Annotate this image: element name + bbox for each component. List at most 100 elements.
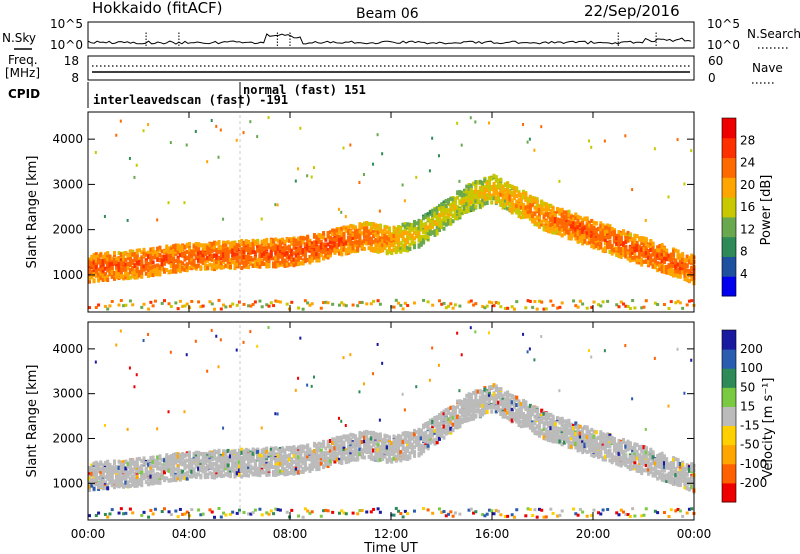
power-cell [506, 190, 510, 195]
power-cell [649, 245, 653, 250]
power-cell [474, 193, 478, 198]
power-cell [619, 300, 623, 304]
power-cell [303, 251, 307, 256]
power-cell [660, 259, 664, 264]
power-cell [119, 267, 123, 272]
power-cell [540, 207, 544, 212]
power-cell [551, 211, 555, 216]
power-cell [362, 172, 365, 176]
power-cell [585, 241, 589, 246]
power-cell [594, 243, 598, 248]
power-cell [467, 185, 471, 190]
power-cell [153, 272, 157, 277]
power-cell [681, 306, 685, 310]
velocity-cell [156, 475, 160, 480]
velocity-cell [151, 459, 155, 464]
power-cell [231, 245, 235, 250]
power-cell [672, 268, 676, 273]
power-cell [644, 299, 648, 303]
power-cell [222, 265, 226, 270]
power-cell [231, 241, 235, 246]
velocity-cell [122, 469, 126, 474]
power-cell [451, 200, 455, 205]
power-cell [278, 300, 282, 304]
velocity-cell [94, 473, 98, 478]
velocity-cell [215, 450, 219, 455]
power-cell [444, 306, 448, 310]
power-cell [297, 261, 301, 266]
power-cell [665, 252, 669, 257]
power-cell [553, 230, 557, 235]
power-cell [206, 255, 210, 260]
power-cell [444, 218, 448, 223]
velocity-cell [135, 459, 139, 464]
power-cell [606, 299, 610, 303]
power-cell [517, 214, 521, 219]
power-cell [117, 264, 121, 269]
velocity-cell [126, 484, 130, 489]
power-cell [547, 225, 551, 230]
velocity-cell [144, 461, 148, 466]
power-cell [458, 189, 462, 194]
power-cell [206, 160, 209, 164]
power-cell [410, 223, 414, 228]
power-cell [462, 192, 466, 197]
power-cell [272, 245, 276, 250]
power-cell [578, 222, 582, 227]
velocity-cell [197, 472, 201, 477]
power-cell [365, 302, 369, 306]
power-cell [672, 263, 676, 268]
power-cell [356, 239, 360, 244]
power-cell [222, 243, 226, 248]
power-cell [501, 196, 505, 201]
power-cell [326, 255, 330, 260]
power-cell [494, 300, 498, 304]
velocity-cell [156, 471, 160, 476]
power-cell [494, 199, 498, 204]
power-cell [144, 271, 148, 276]
power-cell [126, 253, 130, 258]
power-cell [497, 301, 501, 305]
power-cell [131, 274, 135, 279]
power-cell [122, 268, 126, 273]
power-cell [624, 247, 628, 252]
power-cell [88, 276, 91, 281]
power-cell [228, 258, 232, 263]
power-cell [374, 229, 378, 234]
power-cell [681, 263, 685, 268]
power-cell [262, 251, 266, 256]
power-cell [469, 193, 473, 198]
power-cell [378, 249, 382, 254]
power-cell [537, 215, 541, 220]
power-cell [306, 242, 310, 247]
power-cell [515, 208, 519, 213]
power-cell [581, 302, 585, 306]
velocity-cell [194, 463, 198, 468]
velocity-cell [106, 515, 110, 519]
power-cell [599, 221, 603, 226]
velocity-cell [185, 353, 188, 357]
power-cell [181, 265, 185, 270]
power-cell [547, 228, 551, 233]
power-cell [403, 224, 407, 229]
power-cell [524, 195, 528, 200]
power-cell [533, 219, 537, 224]
power-cell [485, 304, 489, 308]
power-cell [562, 210, 566, 215]
velocity-cell [224, 513, 228, 517]
power-cell [581, 237, 585, 242]
power-cell [203, 259, 207, 264]
power-cell [447, 212, 451, 217]
power-cell [578, 215, 582, 220]
power-cell [299, 241, 303, 246]
velocity-cell [94, 482, 98, 487]
velocity-cell [131, 474, 135, 479]
velocity-cell [122, 466, 126, 471]
power-cell [128, 275, 132, 280]
power-cell [572, 233, 576, 238]
power-cell [635, 240, 639, 245]
power-cell [460, 143, 463, 147]
power-cell [331, 240, 335, 245]
velocity-cell [124, 466, 128, 471]
colorbar-frame [721, 117, 737, 297]
